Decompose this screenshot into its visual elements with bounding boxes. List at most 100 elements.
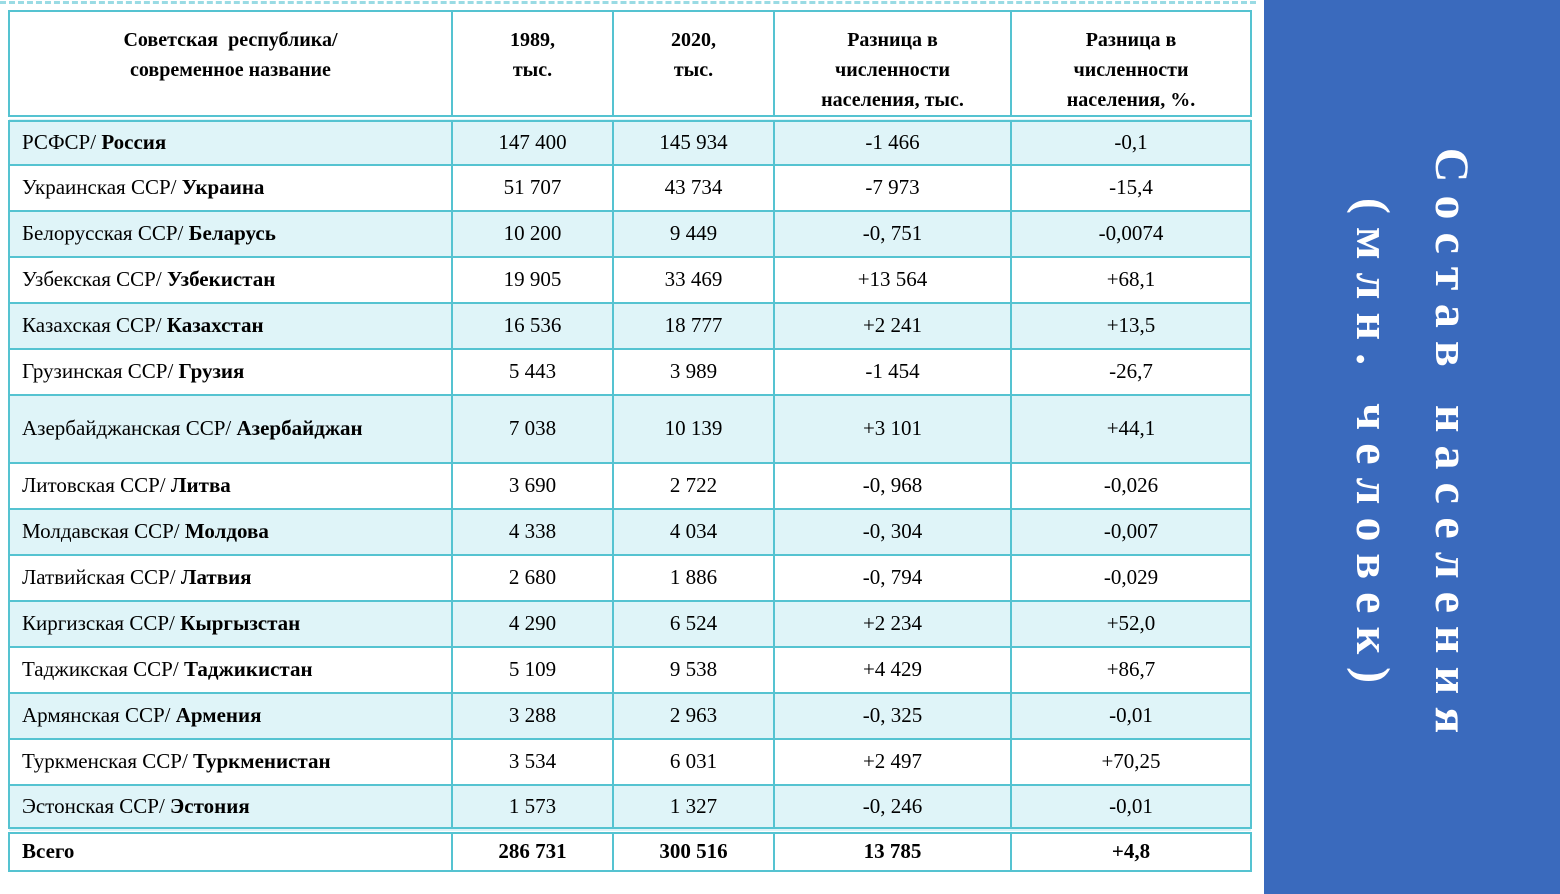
- pop-1989-cell: 4 290: [451, 599, 614, 648]
- table-row: Казахская ССР/ Казахстан 16 536 18 777 +…: [8, 301, 1252, 350]
- header-diff-pct: Разница в численности населения, %.: [1010, 10, 1252, 122]
- pop-1989-cell: 3 534: [451, 737, 614, 786]
- table-row: Грузинская ССР/ Грузия 5 443 3 989 -1 45…: [8, 347, 1252, 396]
- diff-abs-cell: +4 429: [773, 645, 1012, 694]
- pop-2020-cell: 10 139: [612, 393, 775, 464]
- diff-abs-cell: -1 454: [773, 347, 1012, 396]
- modern-country-name: Грузия: [178, 359, 245, 383]
- diff-abs-cell: +13 564: [773, 255, 1012, 304]
- soviet-republic-name: РСФСР/: [22, 130, 102, 155]
- soviet-republic-name: Армянская ССР/: [22, 703, 176, 727]
- pop-1989-cell: 2 680: [451, 553, 614, 602]
- pop-1989-cell: 4 338: [451, 507, 614, 556]
- sidebar-title-line2: (млн. человек): [1346, 197, 1399, 697]
- diff-abs-cell: -0, 304: [773, 507, 1012, 556]
- total-label: Всего: [8, 827, 453, 872]
- table-row: Азербайджанская ССР/ Азербайджан 7 038 1…: [8, 393, 1252, 464]
- diff-pct-cell: -0,029: [1010, 553, 1252, 602]
- soviet-republic-name: Молдавская ССР/: [22, 519, 185, 543]
- diff-abs-cell: +2 241: [773, 301, 1012, 350]
- diff-abs-cell: -0, 751: [773, 209, 1012, 258]
- header-republic: Советская республика/ современное назван…: [8, 10, 453, 122]
- soviet-republic-name: Эстонская ССР/: [22, 793, 171, 818]
- pop-1989-cell: 3 288: [451, 691, 614, 740]
- modern-country-name: Молдова: [184, 519, 269, 543]
- table-row: Туркменская ССР/ Туркменистан 3 534 6 03…: [8, 737, 1252, 786]
- pop-1989-cell: 147 400: [451, 117, 614, 166]
- diff-abs-cell: -0, 246: [773, 783, 1012, 832]
- sidebar-title-line1: Состав населения: [1425, 147, 1479, 747]
- modern-country-name: Беларусь: [188, 221, 276, 245]
- diff-pct-cell: -0,0074: [1010, 209, 1252, 258]
- diff-abs-cell: -0, 325: [773, 691, 1012, 740]
- soviet-republic-name: Таджикская ССР/: [22, 657, 184, 681]
- table-row: Таджикская ССР/ Таджикистан 5 109 9 538 …: [8, 645, 1252, 694]
- diff-pct-cell: -26,7: [1010, 347, 1252, 396]
- total-diff-abs: 13 785: [773, 827, 1012, 872]
- diff-pct-cell: -0,026: [1010, 461, 1252, 510]
- total-1989: 286 731: [451, 827, 614, 872]
- modern-country-name: Кыргызстан: [180, 611, 301, 635]
- diff-pct-cell: +52,0: [1010, 599, 1252, 648]
- diff-pct-cell: +44,1: [1010, 393, 1252, 464]
- pop-2020-cell: 9 538: [612, 645, 775, 694]
- pop-2020-cell: 33 469: [612, 255, 775, 304]
- table-row: РСФСР/ Россия 147 400 145 934 -1 466 -0,…: [8, 117, 1252, 166]
- pop-2020-cell: 1 327: [612, 783, 775, 832]
- soviet-republic-name: Азербайджанская ССР/: [22, 416, 237, 440]
- population-table: Советская республика/ современное назван…: [8, 10, 1252, 872]
- table-row: Киргизская ССР/ Кыргызстан 4 290 6 524 +…: [8, 599, 1252, 648]
- modern-country-name: Казахстан: [166, 313, 264, 337]
- soviet-republic-name: Грузинская ССР/: [22, 359, 179, 383]
- pop-2020-cell: 3 989: [612, 347, 775, 396]
- modern-country-name: Армения: [175, 703, 262, 727]
- diff-pct-cell: -0,01: [1010, 691, 1252, 740]
- pop-1989-cell: 5 109: [451, 645, 614, 694]
- total-2020: 300 516: [612, 827, 775, 872]
- diff-abs-cell: +2 234: [773, 599, 1012, 648]
- header-diff-abs: Разница в численности населения, тыс.: [773, 10, 1012, 122]
- diff-pct-cell: +70,25: [1010, 737, 1252, 786]
- soviet-republic-name: Киргизская ССР/: [22, 611, 181, 635]
- pop-1989-cell: 3 690: [451, 461, 614, 510]
- soviet-republic-name: Казахская ССР/: [22, 313, 167, 337]
- diff-abs-cell: +2 497: [773, 737, 1012, 786]
- modern-country-name: Литва: [170, 473, 231, 497]
- pop-1989-cell: 1 573: [451, 783, 614, 832]
- pop-2020-cell: 2 963: [612, 691, 775, 740]
- soviet-republic-name: Туркменская ССР/: [22, 749, 194, 773]
- modern-country-name: Эстония: [170, 793, 250, 818]
- pop-2020-cell: 6 031: [612, 737, 775, 786]
- soviet-republic-name: Украинская ССР/: [22, 175, 182, 199]
- pop-1989-cell: 51 707: [451, 163, 614, 212]
- pop-1989-cell: 16 536: [451, 301, 614, 350]
- modern-country-name: Азербайджан: [236, 416, 363, 440]
- modern-country-name: Узбекистан: [166, 267, 276, 291]
- pop-1989-cell: 10 200: [451, 209, 614, 258]
- header-row: Советская республика/ современное назван…: [8, 10, 1252, 122]
- total-row: Всего 286 731 300 516 13 785 +4,8: [8, 827, 1252, 872]
- pop-1989-cell: 5 443: [451, 347, 614, 396]
- soviet-republic-name: Литовская ССР/: [22, 473, 171, 497]
- diff-pct-cell: +86,7: [1010, 645, 1252, 694]
- table-row: Молдавская ССР/ Молдова 4 338 4 034 -0, …: [8, 507, 1252, 556]
- diff-pct-cell: -0,007: [1010, 507, 1252, 556]
- diff-pct-cell: -0,1: [1010, 117, 1252, 166]
- modern-country-name: Латвия: [180, 565, 252, 589]
- modern-country-name: Украина: [181, 175, 265, 199]
- pop-2020-cell: 4 034: [612, 507, 775, 556]
- pop-2020-cell: 2 722: [612, 461, 775, 510]
- table-row: Белорусская ССР/ Беларусь 10 200 9 449 -…: [8, 209, 1252, 258]
- diff-abs-cell: -0, 794: [773, 553, 1012, 602]
- pop-2020-cell: 1 886: [612, 553, 775, 602]
- pop-2020-cell: 6 524: [612, 599, 775, 648]
- population-table-container: Советская республика/ современное назван…: [8, 10, 1252, 872]
- header-2020: 2020, тыс.: [612, 10, 775, 122]
- slide-top-dashed-edge: [0, 1, 1256, 4]
- diff-pct-cell: -15,4: [1010, 163, 1252, 212]
- header-1989: 1989, тыс.: [451, 10, 614, 122]
- sidebar-panel: Состав населения (млн. человек): [1264, 0, 1560, 894]
- modern-country-name: Таджикистан: [183, 657, 313, 681]
- diff-abs-cell: -0, 968: [773, 461, 1012, 510]
- pop-2020-cell: 145 934: [612, 117, 775, 166]
